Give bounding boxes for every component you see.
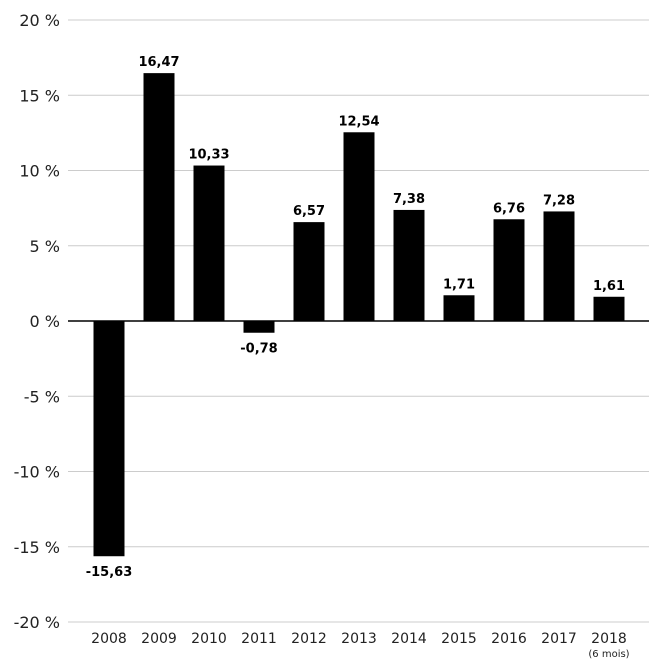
y-tick-label: 15 % (19, 86, 60, 105)
data-label-2009: 16,47 (138, 55, 179, 70)
bars (93, 73, 625, 557)
data-label-2010: 10,33 (188, 148, 229, 163)
y-tick-label: -15 % (14, 538, 60, 557)
x-tick-label-2011: 2011 (241, 631, 277, 647)
x-tick-label-2012: 2012 (291, 631, 327, 647)
y-tick-label: -20 % (14, 613, 60, 632)
x-tick-label-2017: 2017 (541, 631, 577, 647)
data-label-2013: 12,54 (338, 114, 379, 129)
x-axis-ticks: 2008 2009 2010 2011 2012 2013 2014 2015 2016 2017… (91, 631, 630, 660)
bar-2010 (193, 165, 225, 321)
x-tick-label-2008: 2008 (91, 631, 127, 647)
bar-2017 (543, 211, 575, 321)
bar-2013 (343, 132, 375, 321)
bar-2008 (93, 321, 125, 557)
y-axis-ticks: 20 % 15 % 10 % 5 % 0 % -5 % -10 % -15 % -20 % (14, 11, 60, 632)
bar-2016 (493, 219, 525, 321)
y-tick-label: -5 % (24, 387, 60, 406)
y-tick-label: 5 % (30, 237, 60, 256)
bar-2012 (293, 222, 325, 321)
data-label-2017: 7,28 (543, 193, 575, 208)
data-label-2014: 7,38 (393, 192, 425, 207)
data-label-2008: -15,63 (86, 565, 133, 580)
bar-2014 (393, 209, 425, 321)
y-tick-label: 20 % (19, 11, 60, 30)
data-label-2015: 1,71 (443, 277, 475, 292)
bar-2011 (243, 321, 275, 333)
y-tick-label: -10 % (14, 463, 60, 482)
x-tick-note: (6 mois) (588, 649, 629, 660)
x-tick-label-2010: 2010 (191, 631, 227, 647)
bar-2018 (593, 296, 625, 321)
data-labels: -15,63 16,47 10,33 -0,78 6,57 12,54 7,38 1,71 6,… (86, 55, 625, 580)
x-tick-label-2018: 2018 (591, 631, 627, 647)
x-tick-label-2014: 2014 (391, 631, 427, 647)
x-tick-label-2009: 2009 (141, 631, 177, 647)
data-label-2016: 6,76 (493, 201, 525, 216)
x-tick-label-2016: 2016 (491, 631, 527, 647)
x-tick-label-2013: 2013 (341, 631, 377, 647)
y-tick-label: 10 % (19, 162, 60, 181)
data-label-2018: 1,61 (593, 279, 625, 294)
data-label-2011: -0,78 (240, 342, 277, 357)
data-label-2012: 6,57 (293, 204, 325, 219)
bar-2015 (443, 295, 475, 321)
y-tick-label: 0 % (30, 312, 60, 331)
x-tick-label-2015: 2015 (441, 631, 477, 647)
bar-2009 (143, 73, 175, 322)
